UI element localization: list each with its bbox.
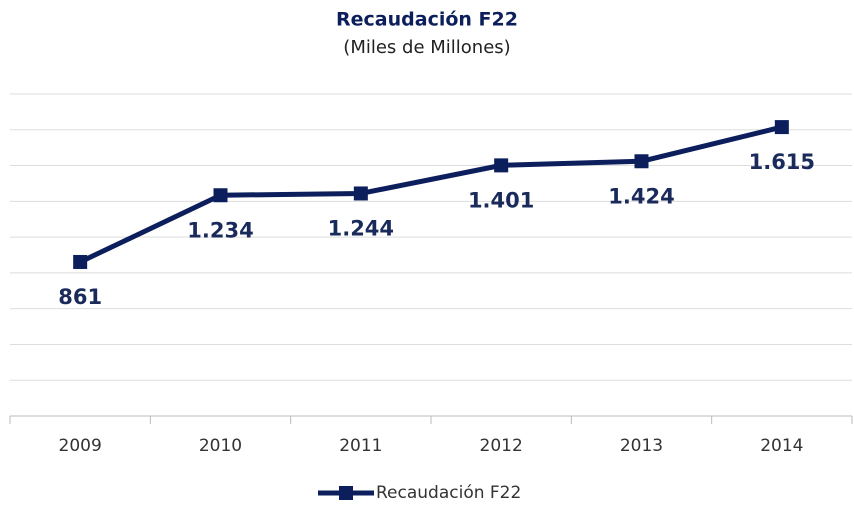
marker	[353, 186, 368, 201]
data-label: 1.244	[328, 216, 394, 240]
data-label: 1.424	[608, 184, 674, 208]
data-label: 1.615	[749, 150, 815, 174]
chart-title: Recaudación F22	[336, 9, 518, 31]
legend-label: Recaudación F22	[376, 483, 521, 503]
legend-marker	[339, 486, 353, 500]
x-tick-label: 2010	[199, 436, 242, 456]
data-label: 1.234	[187, 218, 253, 242]
marker	[494, 158, 509, 173]
x-tick-label: 2013	[620, 436, 663, 456]
data-label: 1.401	[468, 188, 534, 212]
x-tick-label: 2009	[59, 436, 102, 456]
x-tick-label: 2014	[760, 436, 803, 456]
data-label: 861	[58, 285, 102, 309]
x-tick-label: 2011	[339, 436, 382, 456]
x-tick-label: 2012	[480, 436, 523, 456]
marker	[73, 254, 88, 269]
marker	[213, 188, 228, 203]
marker	[774, 120, 789, 135]
line	[79, 124, 783, 265]
chart-subtitle: (Miles de Millones)	[343, 37, 510, 58]
marker	[634, 154, 649, 169]
